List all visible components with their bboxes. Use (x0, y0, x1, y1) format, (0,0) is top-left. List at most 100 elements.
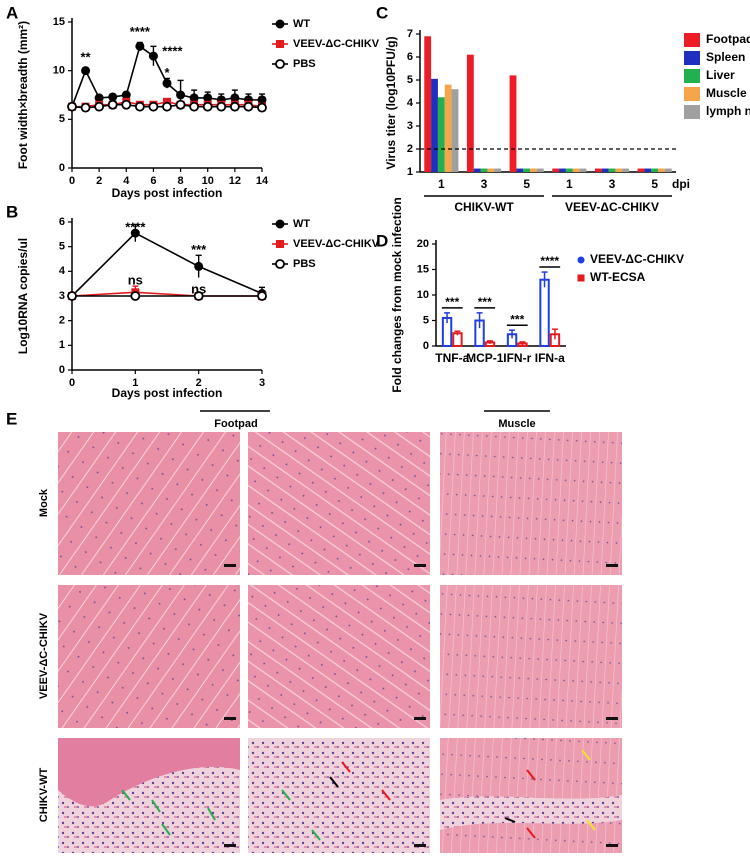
y-tick-label: 3 (59, 290, 65, 302)
marker (162, 101, 172, 112)
marker (130, 228, 140, 238)
column-header: Footpad (214, 418, 257, 430)
y-tick-label: 4 (407, 97, 414, 109)
legend-label: Spleen (706, 50, 745, 64)
legend-label: WT (293, 218, 310, 230)
row-label: Mock (38, 488, 50, 517)
significance-label: **** (162, 44, 183, 59)
x-tick-label: 4 (123, 175, 130, 187)
marker (203, 93, 213, 103)
y-tick-label: 20 (417, 238, 429, 250)
y-tick-label: 15 (53, 16, 65, 28)
y-tick-label: 4 (59, 265, 66, 277)
marker (189, 101, 200, 112)
significance-label: * (164, 65, 170, 80)
series-line (71, 232, 263, 297)
histology-panel: E Footpad Muscle Mock VEEV-ΔC-CHIKV CHIK… (6, 409, 622, 853)
bar (615, 168, 623, 172)
marker (162, 78, 172, 88)
marker (175, 99, 186, 110)
group-label: CHIKV-WT (454, 200, 514, 214)
marker (134, 101, 145, 112)
bar (437, 97, 445, 172)
bar (552, 168, 560, 172)
marker (176, 90, 186, 100)
bar (516, 168, 524, 172)
x-tick-label: 3 (609, 177, 616, 191)
x-tick-label: 5 (651, 177, 658, 191)
significance-label: ns (191, 281, 206, 296)
legend-label: VEEV-ΔC-CHIKV (293, 38, 380, 50)
y-tick-label: 0 (59, 162, 65, 174)
y-tick-label: 10 (417, 289, 429, 301)
legend-marker (275, 259, 285, 269)
bar (601, 168, 609, 172)
marker (148, 101, 159, 112)
legend-label: WT (293, 18, 310, 30)
significance-label: *** (478, 295, 492, 309)
bar (637, 168, 645, 172)
bar (572, 168, 580, 172)
legend-swatch (684, 69, 700, 83)
x-tick-label: 0 (69, 377, 75, 389)
marker (121, 99, 132, 110)
bar (664, 168, 672, 172)
x-tick-label: 1 (438, 177, 445, 191)
x-tick-label: 10 (202, 175, 214, 187)
y-tick-label: 10 (53, 65, 65, 77)
micrograph (440, 738, 622, 853)
bar (509, 75, 517, 172)
marker (243, 101, 254, 112)
x-tick-label: 6 (150, 175, 156, 187)
significance-label: **** (540, 254, 559, 268)
marker (130, 291, 141, 301)
y-tick-label: 6 (407, 51, 413, 63)
legend-marker (577, 274, 585, 282)
x-axis-label: Days post infection (112, 386, 223, 400)
legend-label: Muscle (706, 86, 747, 100)
group-label: VEEV-ΔC-CHIKV (565, 200, 659, 214)
marker (81, 66, 91, 76)
x-tick-label: 2 (196, 377, 202, 389)
marker (193, 291, 204, 301)
marker (121, 90, 131, 100)
y-tick-label: 7 (407, 28, 413, 40)
legend-swatch (684, 105, 700, 119)
significance-label: *** (510, 312, 524, 326)
significance-label: **** (130, 24, 151, 39)
micrograph (440, 585, 622, 728)
column-header: Muscle (498, 418, 535, 430)
y-tick-label: 1 (407, 166, 413, 178)
x-axis-label: Days post infection (112, 186, 223, 200)
row-label: VEEV-ΔC-CHIKV (38, 612, 50, 699)
panel-label: E (6, 409, 17, 428)
marker (135, 41, 145, 51)
bar (536, 168, 544, 172)
legend-swatch (684, 51, 700, 65)
bar (579, 168, 587, 172)
bar (494, 168, 502, 172)
y-tick-label: 2 (59, 315, 65, 327)
legend-label: Liver (706, 68, 735, 82)
y-tick-label: 0 (59, 364, 65, 376)
x-tick-label: 2 (96, 175, 102, 187)
bar (424, 36, 432, 172)
y-axis-label: Fold changes from mock infection (390, 197, 404, 392)
x-tick-label: 12 (229, 175, 241, 187)
bar (480, 168, 488, 172)
y-tick-label: 5 (407, 74, 413, 86)
row-label: CHIKV-WT (38, 768, 50, 823)
bar (644, 168, 652, 172)
y-axis-label: Log10RNA copies/ul (16, 238, 30, 354)
y-tick-label: 5 (423, 314, 429, 326)
x-tick-label: 14 (256, 175, 269, 187)
y-tick-label: 6 (59, 216, 65, 228)
bar (431, 78, 438, 172)
y-tick-label: 15 (417, 263, 429, 275)
legend-label: PBS (293, 258, 316, 270)
marker (94, 101, 105, 112)
legend-marker (276, 240, 284, 248)
significance-label: *** (445, 295, 459, 309)
bar (622, 168, 630, 172)
